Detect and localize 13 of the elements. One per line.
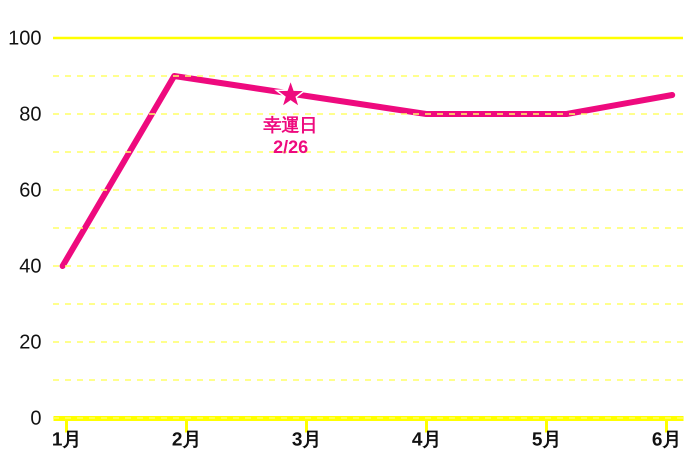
x-tick-label: 6月	[652, 430, 682, 450]
x-tick-label: 3月	[292, 430, 322, 450]
y-tick-label: 60	[19, 180, 42, 202]
x-tick-label: 2月	[172, 430, 202, 450]
y-tick-label: 20	[19, 332, 42, 354]
y-tick-label: 40	[19, 256, 42, 278]
x-tick-label: 4月	[412, 430, 442, 450]
x-tick-label: 1月	[52, 430, 82, 450]
x-tick-label: 5月	[532, 430, 562, 450]
y-tick-label: 80	[19, 104, 42, 126]
annotation: 幸運日 2/26	[262, 115, 318, 157]
y-tick-label: 0	[30, 408, 42, 430]
y-tick-label: 100	[8, 28, 42, 50]
